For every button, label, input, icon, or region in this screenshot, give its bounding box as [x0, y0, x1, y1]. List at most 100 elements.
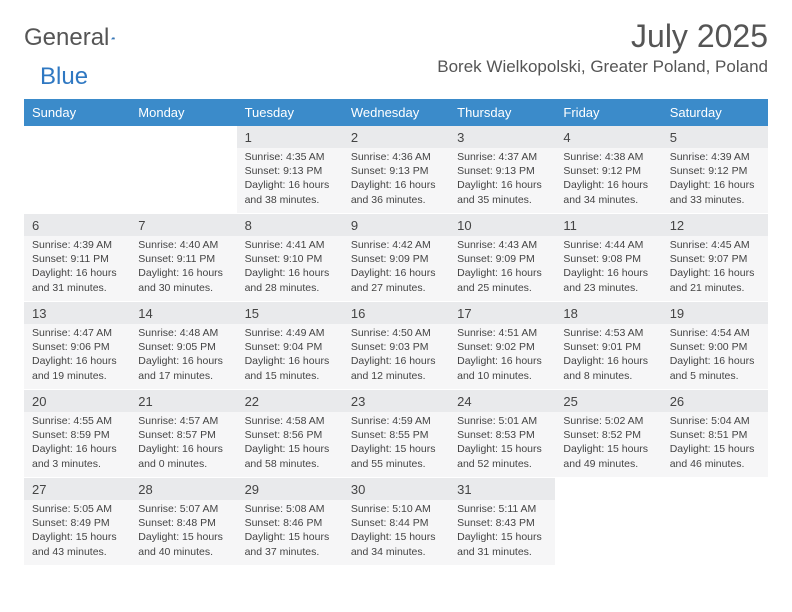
sunset: Sunset: 8:48 PM [138, 516, 228, 530]
calendar-day: 2Sunrise: 4:36 AMSunset: 9:13 PMDaylight… [343, 126, 449, 214]
daylight: Daylight: 16 hours and 38 minutes. [245, 178, 335, 206]
sunset: Sunset: 9:09 PM [351, 252, 441, 266]
day-details: Sunrise: 5:07 AMSunset: 8:48 PMDaylight:… [130, 500, 236, 565]
calendar-day: 7Sunrise: 4:40 AMSunset: 9:11 PMDaylight… [130, 214, 236, 302]
sunrise: Sunrise: 4:39 AM [32, 238, 122, 252]
sunset: Sunset: 9:11 PM [138, 252, 228, 266]
day-number: 17 [449, 302, 555, 324]
day-details: Sunrise: 5:04 AMSunset: 8:51 PMDaylight:… [662, 412, 768, 477]
day-details: Sunrise: 4:49 AMSunset: 9:04 PMDaylight:… [237, 324, 343, 389]
day-details: Sunrise: 4:41 AMSunset: 9:10 PMDaylight:… [237, 236, 343, 301]
daylight: Daylight: 16 hours and 5 minutes. [670, 354, 760, 382]
sunrise: Sunrise: 4:36 AM [351, 150, 441, 164]
sunrise: Sunrise: 5:08 AM [245, 502, 335, 516]
sunrise: Sunrise: 4:38 AM [563, 150, 653, 164]
daylight: Daylight: 16 hours and 30 minutes. [138, 266, 228, 294]
weekday-header: Saturday [662, 99, 768, 126]
daylight: Daylight: 15 hours and 31 minutes. [457, 530, 547, 558]
sunset: Sunset: 9:03 PM [351, 340, 441, 354]
daylight: Daylight: 15 hours and 34 minutes. [351, 530, 441, 558]
day-details: Sunrise: 5:05 AMSunset: 8:49 PMDaylight:… [24, 500, 130, 565]
sunrise: Sunrise: 4:51 AM [457, 326, 547, 340]
logo: General [24, 24, 135, 52]
daylight: Daylight: 15 hours and 52 minutes. [457, 442, 547, 470]
logo-flag-icon [111, 28, 115, 48]
sunrise: Sunrise: 4:43 AM [457, 238, 547, 252]
daylight: Daylight: 15 hours and 37 minutes. [245, 530, 335, 558]
sunset: Sunset: 8:43 PM [457, 516, 547, 530]
day-details: Sunrise: 4:58 AMSunset: 8:56 PMDaylight:… [237, 412, 343, 477]
calendar-day: 21Sunrise: 4:57 AMSunset: 8:57 PMDayligh… [130, 390, 236, 478]
calendar-week: 20Sunrise: 4:55 AMSunset: 8:59 PMDayligh… [24, 390, 768, 478]
day-details: Sunrise: 4:50 AMSunset: 9:03 PMDaylight:… [343, 324, 449, 389]
weekday-header: Tuesday [237, 99, 343, 126]
sunset: Sunset: 8:49 PM [32, 516, 122, 530]
daylight: Daylight: 16 hours and 33 minutes. [670, 178, 760, 206]
daylight: Daylight: 16 hours and 34 minutes. [563, 178, 653, 206]
sunrise: Sunrise: 4:40 AM [138, 238, 228, 252]
calendar-day: 28Sunrise: 5:07 AMSunset: 8:48 PMDayligh… [130, 478, 236, 566]
sunset: Sunset: 9:07 PM [670, 252, 760, 266]
day-number: 19 [662, 302, 768, 324]
day-number: 18 [555, 302, 661, 324]
sunset: Sunset: 8:52 PM [563, 428, 653, 442]
day-details: Sunrise: 5:02 AMSunset: 8:52 PMDaylight:… [555, 412, 661, 477]
sunset: Sunset: 8:46 PM [245, 516, 335, 530]
sunset: Sunset: 9:13 PM [351, 164, 441, 178]
day-details: Sunrise: 4:42 AMSunset: 9:09 PMDaylight:… [343, 236, 449, 301]
day-details: Sunrise: 4:38 AMSunset: 9:12 PMDaylight:… [555, 148, 661, 213]
day-details: Sunrise: 4:35 AMSunset: 9:13 PMDaylight:… [237, 148, 343, 213]
sunset: Sunset: 8:51 PM [670, 428, 760, 442]
day-details: Sunrise: 5:10 AMSunset: 8:44 PMDaylight:… [343, 500, 449, 565]
day-details: Sunrise: 4:44 AMSunset: 9:08 PMDaylight:… [555, 236, 661, 301]
sunrise: Sunrise: 4:50 AM [351, 326, 441, 340]
daylight: Daylight: 16 hours and 10 minutes. [457, 354, 547, 382]
day-number: 6 [24, 214, 130, 236]
calendar-body: 1Sunrise: 4:35 AMSunset: 9:13 PMDaylight… [24, 126, 768, 566]
calendar-day: 12Sunrise: 4:45 AMSunset: 9:07 PMDayligh… [662, 214, 768, 302]
daylight: Daylight: 15 hours and 40 minutes. [138, 530, 228, 558]
daylight: Daylight: 16 hours and 19 minutes. [32, 354, 122, 382]
calendar-day: 15Sunrise: 4:49 AMSunset: 9:04 PMDayligh… [237, 302, 343, 390]
sunset: Sunset: 9:05 PM [138, 340, 228, 354]
day-number: 24 [449, 390, 555, 412]
calendar-day: 17Sunrise: 4:51 AMSunset: 9:02 PMDayligh… [449, 302, 555, 390]
day-details: Sunrise: 4:51 AMSunset: 9:02 PMDaylight:… [449, 324, 555, 389]
day-number: 26 [662, 390, 768, 412]
day-number: 3 [449, 126, 555, 148]
day-number: 2 [343, 126, 449, 148]
daylight: Daylight: 16 hours and 12 minutes. [351, 354, 441, 382]
day-number: 30 [343, 478, 449, 500]
calendar-day: 4Sunrise: 4:38 AMSunset: 9:12 PMDaylight… [555, 126, 661, 214]
sunset: Sunset: 9:08 PM [563, 252, 653, 266]
sunset: Sunset: 9:13 PM [245, 164, 335, 178]
calendar-week: 13Sunrise: 4:47 AMSunset: 9:06 PMDayligh… [24, 302, 768, 390]
sunrise: Sunrise: 4:47 AM [32, 326, 122, 340]
calendar-empty [555, 478, 661, 566]
daylight: Daylight: 16 hours and 0 minutes. [138, 442, 228, 470]
calendar-day: 25Sunrise: 5:02 AMSunset: 8:52 PMDayligh… [555, 390, 661, 478]
day-details: Sunrise: 4:45 AMSunset: 9:07 PMDaylight:… [662, 236, 768, 301]
day-number: 25 [555, 390, 661, 412]
header-right: July 2025 Borek Wielkopolski, Greater Po… [437, 18, 768, 77]
day-number: 31 [449, 478, 555, 500]
location: Borek Wielkopolski, Greater Poland, Pola… [437, 57, 768, 77]
daylight: Daylight: 16 hours and 31 minutes. [32, 266, 122, 294]
sunrise: Sunrise: 5:01 AM [457, 414, 547, 428]
day-number: 22 [237, 390, 343, 412]
calendar-week: 27Sunrise: 5:05 AMSunset: 8:49 PMDayligh… [24, 478, 768, 566]
day-number: 27 [24, 478, 130, 500]
day-number: 11 [555, 214, 661, 236]
month-title: July 2025 [437, 18, 768, 55]
daylight: Daylight: 16 hours and 28 minutes. [245, 266, 335, 294]
calendar-week: 6Sunrise: 4:39 AMSunset: 9:11 PMDaylight… [24, 214, 768, 302]
calendar-day: 11Sunrise: 4:44 AMSunset: 9:08 PMDayligh… [555, 214, 661, 302]
sunrise: Sunrise: 4:39 AM [670, 150, 760, 164]
calendar-empty [130, 126, 236, 214]
calendar-day: 3Sunrise: 4:37 AMSunset: 9:13 PMDaylight… [449, 126, 555, 214]
sunset: Sunset: 9:10 PM [245, 252, 335, 266]
calendar-day: 18Sunrise: 4:53 AMSunset: 9:01 PMDayligh… [555, 302, 661, 390]
daylight: Daylight: 16 hours and 15 minutes. [245, 354, 335, 382]
daylight: Daylight: 16 hours and 35 minutes. [457, 178, 547, 206]
sunset: Sunset: 8:55 PM [351, 428, 441, 442]
